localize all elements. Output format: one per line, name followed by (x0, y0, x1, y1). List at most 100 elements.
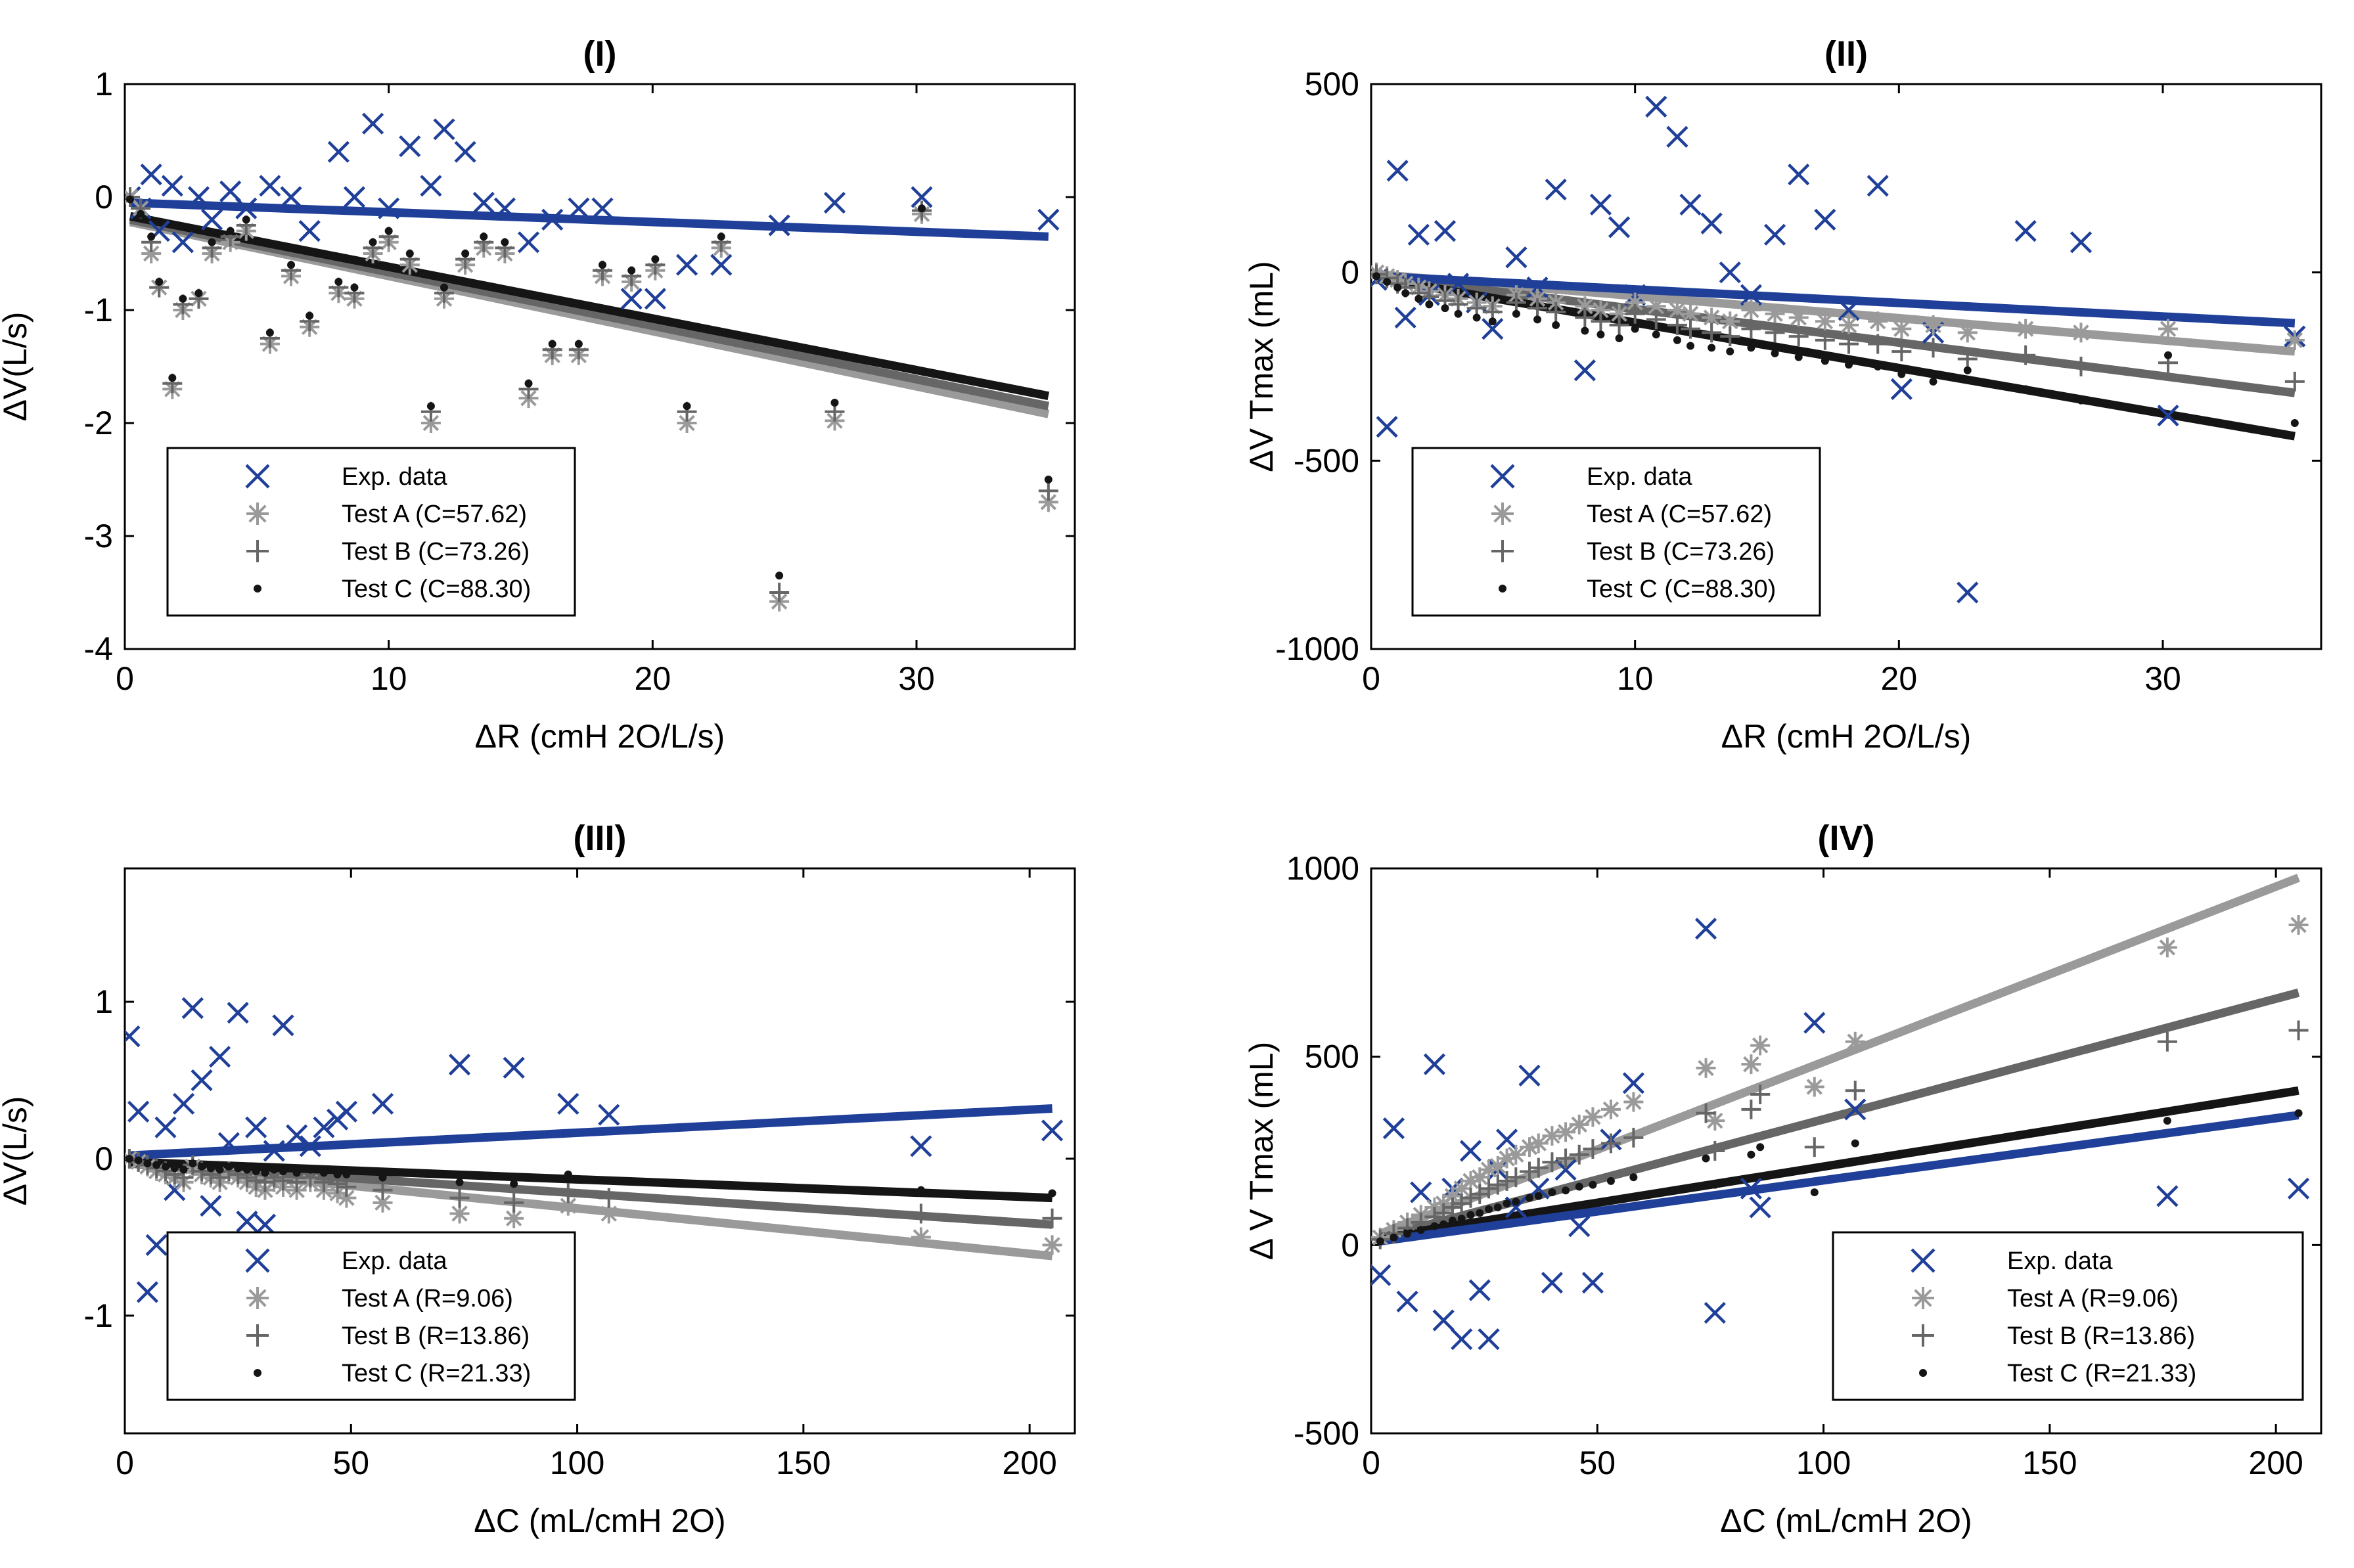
x-tick-label: 150 (2022, 1445, 2077, 1481)
legend-entry: Test C (R=21.33) (342, 1360, 531, 1387)
data-point (1520, 1137, 1539, 1157)
x-tick-label: 200 (2248, 1445, 2303, 1481)
data-point (299, 1135, 321, 1157)
data-point (399, 135, 421, 158)
data-point (651, 255, 660, 263)
data-point (1457, 1215, 1466, 1223)
data-point (1705, 1141, 1725, 1161)
data-point (620, 288, 643, 310)
data-point (1528, 1157, 1549, 1178)
data-point (242, 215, 250, 224)
data-point (1390, 1233, 1398, 1242)
data-point (1629, 1173, 1638, 1182)
data-point (1568, 1215, 1591, 1238)
plot-frame (124, 867, 1076, 1435)
legend-marker (1491, 540, 1514, 562)
fit-line-* (1378, 874, 2300, 1238)
data-point (1506, 1167, 1526, 1188)
data-point (236, 1210, 258, 1233)
data-point (1448, 1217, 1457, 1225)
data-point (125, 1154, 133, 1163)
data-point (1552, 321, 1560, 329)
data-point (1868, 311, 1888, 332)
y-tick-label: 0 (95, 1140, 113, 1177)
data-point (361, 112, 384, 135)
data-point (1788, 164, 1810, 186)
data-point (917, 1186, 925, 1194)
data-point (2290, 419, 2299, 427)
data-point (127, 1100, 150, 1123)
data-point (2157, 1031, 2177, 1052)
data-point (1512, 309, 1520, 318)
data-point (1441, 304, 1449, 313)
legend-marker (1912, 1287, 1934, 1309)
data-point (1838, 299, 1860, 321)
data-point (911, 1203, 931, 1224)
data-point (287, 261, 296, 269)
data-point (134, 1156, 143, 1165)
data-point (1482, 318, 1504, 340)
data-point (1451, 1328, 1473, 1351)
data-point (1741, 300, 1761, 320)
x-tick-label: 100 (1796, 1445, 1851, 1481)
data-point (200, 208, 223, 231)
fit-line-+ (1379, 988, 2300, 1242)
x-tick-label: 0 (116, 1445, 134, 1481)
data-point (1696, 1058, 1716, 1078)
data-point (420, 413, 441, 433)
chart-title: (I) (583, 34, 617, 74)
data-point (1583, 1107, 1603, 1127)
data-point (1720, 311, 1740, 332)
data-point (336, 1188, 357, 1208)
data-point (1534, 1192, 1543, 1200)
data-point (1750, 1035, 1771, 1056)
data-point (1891, 342, 1912, 362)
data-point (209, 1046, 231, 1068)
data-point (501, 238, 509, 246)
data-point (1897, 370, 1906, 378)
legend-marker (1919, 1369, 1927, 1377)
data-point (1891, 319, 1912, 339)
y-axis-label: ΔV Tmax (mL) (1243, 261, 1280, 472)
data-point (1704, 1301, 1726, 1324)
data-point (1771, 349, 1779, 357)
data-point (1741, 319, 1761, 339)
data-point (433, 118, 455, 141)
data-point (1726, 347, 1734, 356)
data-point (1447, 273, 1470, 295)
data-point (1542, 1126, 1562, 1146)
x-tick-label: 30 (2144, 660, 2181, 697)
data-point (1741, 1054, 1761, 1075)
data-point (1923, 338, 1943, 358)
data-point (455, 1178, 464, 1186)
data-point (1923, 315, 1943, 335)
data-point (911, 1227, 931, 1247)
data-point (420, 175, 442, 197)
data-point (675, 254, 698, 276)
data-point (1407, 223, 1430, 246)
data-point (1589, 1180, 1597, 1189)
data-point (1673, 336, 1681, 344)
data-point (1372, 272, 1381, 280)
x-axis-label: ΔC (mL/cmH 2O) (474, 1502, 725, 1539)
data-point (2016, 319, 2036, 339)
data-point (226, 227, 235, 235)
fit-line-x (1379, 1111, 2299, 1246)
data-point (405, 250, 414, 258)
data-point (426, 402, 435, 411)
x-axis-label: ΔR (cmH 2O/L/s) (1721, 718, 1972, 755)
data-point (557, 1092, 579, 1115)
fit-line-dot (1375, 273, 2296, 441)
data-point (604, 1176, 613, 1185)
data-point (1765, 323, 1785, 343)
data-point (259, 175, 281, 197)
data-point (548, 340, 556, 348)
data-point (1488, 317, 1497, 326)
data-point (1623, 1092, 1644, 1112)
data-point (1794, 353, 1803, 361)
data-point (1740, 284, 1762, 306)
data-point (2071, 323, 2091, 343)
data-point (280, 186, 302, 208)
data-point (1615, 334, 1623, 342)
